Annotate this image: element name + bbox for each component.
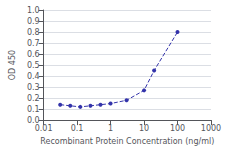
svg-text:OD 450: OD 450	[8, 50, 17, 80]
svg-text:1.0: 1.0	[27, 6, 40, 15]
svg-text:0.01: 0.01	[35, 124, 53, 133]
svg-text:0.6: 0.6	[27, 50, 40, 59]
svg-text:1: 1	[108, 124, 113, 133]
svg-text:1000: 1000	[201, 124, 221, 133]
svg-text:0.4: 0.4	[27, 72, 40, 81]
svg-text:10: 10	[139, 124, 149, 133]
svg-text:0.3: 0.3	[27, 83, 40, 92]
svg-text:Recombinant Protein Concentrat: Recombinant Protein Concentration (ng/ml…	[40, 137, 214, 146]
svg-text:0.1: 0.1	[27, 105, 40, 114]
svg-text:0.8: 0.8	[27, 28, 40, 37]
svg-text:0.9: 0.9	[27, 17, 40, 26]
svg-text:0.0: 0.0	[26, 115, 40, 125]
svg-text:0.5: 0.5	[27, 61, 40, 70]
svg-text:100: 100	[170, 124, 185, 133]
svg-text:0.7: 0.7	[27, 39, 40, 48]
svg-text:0.1: 0.1	[71, 124, 84, 133]
svg-text:0.2: 0.2	[27, 94, 40, 103]
